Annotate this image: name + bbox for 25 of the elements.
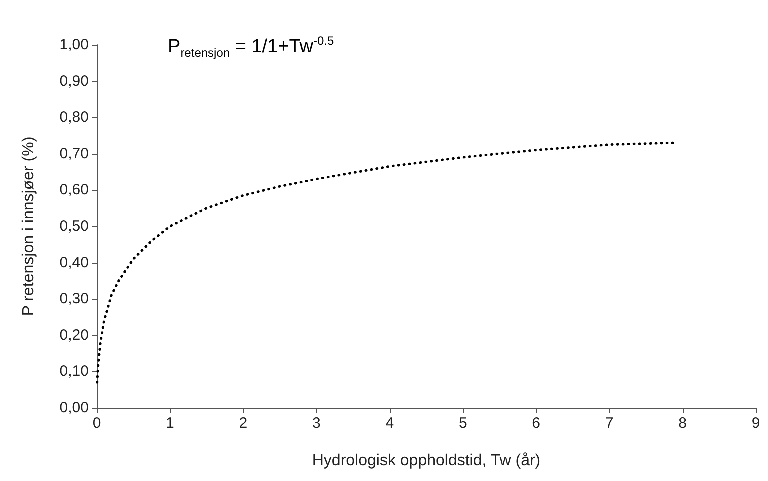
x-tick-label: 3 xyxy=(312,415,321,432)
y-tick-label: 0,10 xyxy=(60,363,89,380)
y-tick-label: 0,60 xyxy=(60,182,89,199)
y-axis-title: P retensjon i innsjøer (%) xyxy=(20,136,38,316)
x-tick-label: 9 xyxy=(752,415,760,432)
x-tick-label: 5 xyxy=(458,415,468,432)
x-tick-label: 1 xyxy=(166,415,174,432)
x-axis-title: Hydrologisk oppholdstid, Tw (år) xyxy=(312,452,541,470)
x-tick-label: 0 xyxy=(92,415,102,432)
annotation: P$_{retensjon}$ = 1/1+Tw$^{-0.5}$ xyxy=(168,34,334,60)
y-tick-label: 0,20 xyxy=(60,326,89,344)
y-tick-label: 0,00 xyxy=(60,400,89,416)
y-tick-label: 0,50 xyxy=(60,218,89,235)
x-tick-label: 6 xyxy=(532,415,541,432)
x-tick-label: 7 xyxy=(605,415,614,432)
x-tick-label: 4 xyxy=(386,415,394,432)
x-tick-label: 8 xyxy=(678,415,687,432)
y-tick-label: 0,70 xyxy=(60,145,89,162)
y-tick-label: 0,30 xyxy=(60,290,89,308)
x-tick-label: 2 xyxy=(239,415,248,432)
y-tick-label: 0,90 xyxy=(60,72,89,90)
line-series xyxy=(96,142,677,384)
y-tick-label: 1,00 xyxy=(60,36,89,54)
y-tick-label: 0,80 xyxy=(60,109,89,126)
y-tick-label: 0,40 xyxy=(60,254,89,272)
